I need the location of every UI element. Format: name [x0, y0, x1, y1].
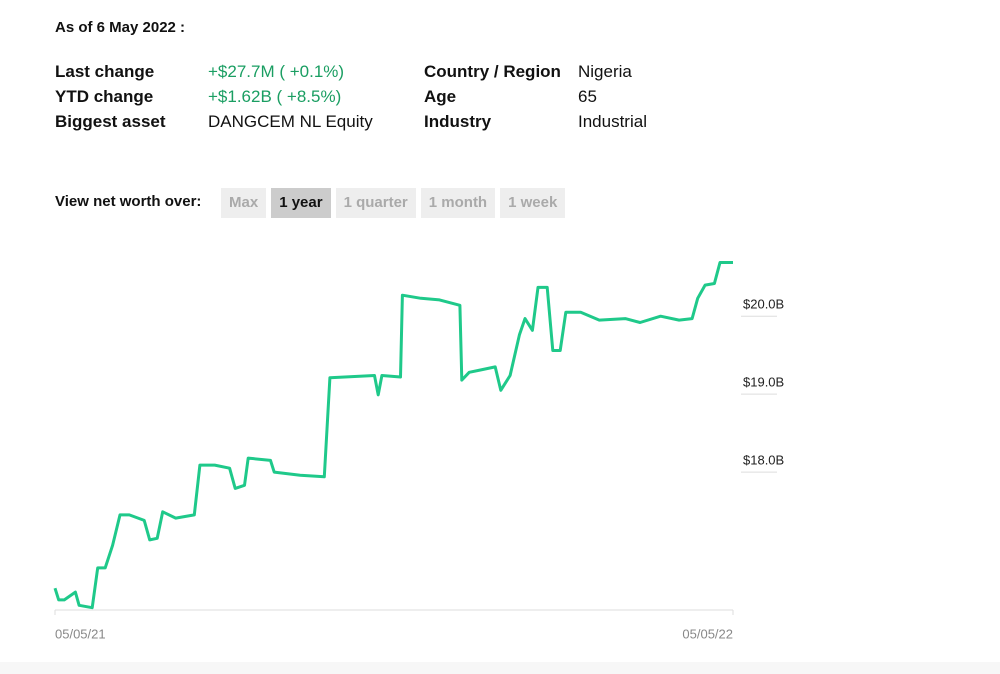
range-button[interactable]: 1 month: [420, 188, 496, 218]
y-tick-label: $18.0B: [743, 453, 784, 468]
stat-value: Industrial: [578, 112, 647, 131]
range-button[interactable]: 1 quarter: [335, 188, 416, 218]
footer-band: [0, 662, 1000, 674]
stat-label: Last change: [55, 62, 155, 81]
range-button[interactable]: 1 year: [271, 188, 331, 218]
stat-value: DANGCEM NL Equity: [208, 112, 373, 131]
range-buttons: Max 1 year 1 quarter 1 month 1 week: [221, 188, 566, 218]
x-tick-label: 05/05/22: [682, 626, 733, 641]
stat-label: Country / Region: [424, 62, 561, 81]
stat-value: +$27.7M ( +0.1%): [208, 62, 345, 81]
stat-value: Nigeria: [578, 62, 632, 81]
range-button[interactable]: Max: [221, 188, 267, 218]
x-tick-label: 05/05/21: [55, 626, 106, 641]
stat-value: +$1.62B ( +8.5%): [208, 87, 342, 106]
as-of: As of 6 May 2022 :: [55, 19, 186, 36]
range-label: View net worth over:: [55, 193, 202, 210]
y-tick-label: $19.0B: [743, 375, 784, 390]
stat-label: Biggest asset: [55, 112, 166, 131]
stat-label: Industry: [424, 112, 492, 131]
stat-value: 65: [578, 87, 597, 106]
y-tick-label: $20.0B: [743, 297, 784, 312]
stat-label: YTD change: [55, 87, 154, 106]
stat-label: Age: [424, 87, 457, 106]
net-worth-line: [53, 261, 733, 610]
range-button[interactable]: 1 week: [500, 188, 566, 218]
